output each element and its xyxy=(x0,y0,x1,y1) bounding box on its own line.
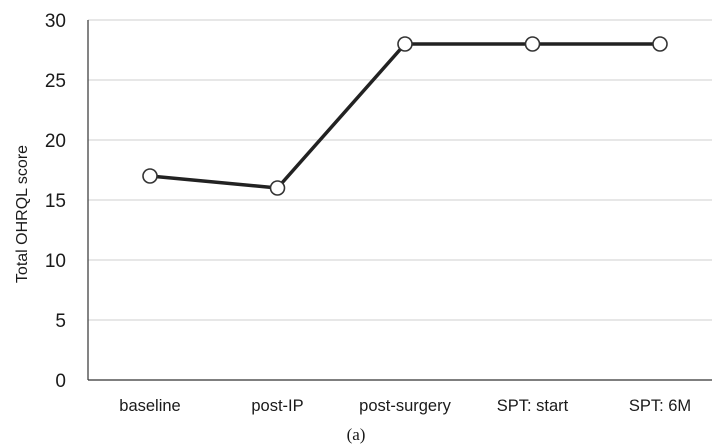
series-layer xyxy=(142,36,668,196)
y-tick-label: 20 xyxy=(45,131,66,152)
data-point xyxy=(524,36,541,52)
x-tick-label: post-IP xyxy=(251,397,303,415)
data-point xyxy=(269,180,286,196)
x-tick-label: SPT: start xyxy=(497,397,569,415)
data-point xyxy=(397,36,413,52)
y-tick-label: 25 xyxy=(45,71,66,92)
y-tick-label: 5 xyxy=(55,311,66,332)
data-point xyxy=(652,36,668,52)
data-point xyxy=(142,168,158,184)
x-tick-label: SPT: 6M xyxy=(629,397,691,415)
y-tick-label: 15 xyxy=(45,191,66,212)
grid-lines xyxy=(88,19,712,321)
x-tick-labels: baseline post-IP post-surgery SPT: start SPT… xyxy=(119,397,691,415)
series-line xyxy=(148,42,662,190)
y-tick-label: 10 xyxy=(45,251,66,272)
y-tick-label: 30 xyxy=(45,11,66,32)
y-tick-labels: 0 5 10 15 20 25 30 xyxy=(45,11,66,392)
figure-caption: (a) xyxy=(347,425,366,444)
x-tick-label: baseline xyxy=(119,397,180,415)
x-tick-label: post-surgery xyxy=(359,397,451,415)
y-tick-label: 0 xyxy=(55,371,66,392)
y-axis-title: Total OHRQL score xyxy=(14,145,31,283)
